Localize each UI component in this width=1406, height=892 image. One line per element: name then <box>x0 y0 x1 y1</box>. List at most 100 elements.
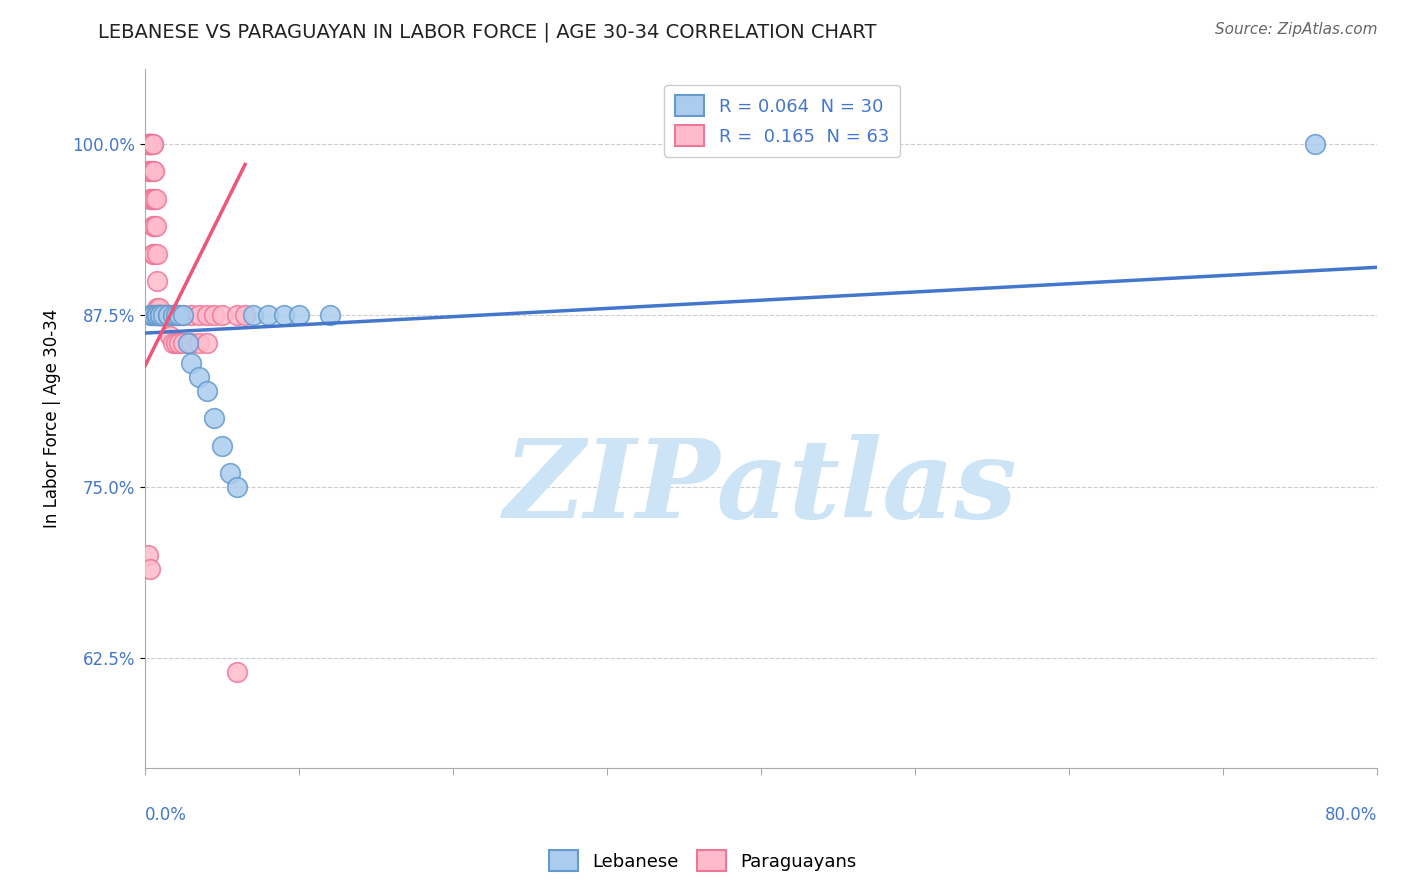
Point <box>172 308 194 322</box>
Point <box>145 219 167 234</box>
Point <box>146 308 169 322</box>
Point <box>142 308 165 322</box>
Point <box>142 136 165 151</box>
Point <box>136 136 159 151</box>
Point <box>152 308 174 322</box>
Point <box>1305 136 1327 151</box>
Point <box>177 335 200 350</box>
Point <box>142 136 165 151</box>
Point <box>138 136 160 151</box>
Point <box>180 356 202 370</box>
Legend: R = 0.064  N = 30, R =  0.165  N = 63: R = 0.064 N = 30, R = 0.165 N = 63 <box>665 85 900 157</box>
Point <box>149 308 172 322</box>
Point <box>139 164 162 178</box>
Text: 80.0%: 80.0% <box>1324 806 1376 824</box>
Legend: Lebanese, Paraguayans: Lebanese, Paraguayans <box>543 843 863 879</box>
Point <box>136 136 159 151</box>
Point <box>138 136 160 151</box>
Point <box>180 308 202 322</box>
Point <box>149 308 172 322</box>
Point <box>149 308 172 322</box>
Point <box>146 301 169 316</box>
Point <box>233 308 256 322</box>
Y-axis label: In Labor Force | Age 30-34: In Labor Force | Age 30-34 <box>44 309 60 528</box>
Point <box>139 192 162 206</box>
Point <box>139 136 162 151</box>
Point <box>257 308 280 322</box>
Point <box>143 192 166 206</box>
Point <box>143 246 166 260</box>
Point <box>138 164 160 178</box>
Point <box>319 308 342 322</box>
Point <box>202 411 225 425</box>
Point <box>157 308 180 322</box>
Point <box>136 164 159 178</box>
Point <box>157 308 180 322</box>
Point <box>211 308 233 322</box>
Point <box>157 308 180 322</box>
Point <box>187 308 209 322</box>
Point <box>288 308 311 322</box>
Point <box>139 136 162 151</box>
Point <box>142 246 165 260</box>
Point <box>226 308 249 322</box>
Point <box>157 308 180 322</box>
Point <box>187 335 209 350</box>
Point <box>159 308 181 322</box>
Point <box>146 246 169 260</box>
Point <box>162 308 184 322</box>
Point <box>226 665 249 679</box>
Point <box>136 136 159 151</box>
Point <box>172 308 194 322</box>
Point <box>167 308 190 322</box>
Point <box>187 370 209 384</box>
Point <box>202 308 225 322</box>
Point <box>138 192 160 206</box>
Text: ZIPatlas: ZIPatlas <box>503 434 1018 541</box>
Text: Source: ZipAtlas.com: Source: ZipAtlas.com <box>1215 22 1378 37</box>
Point <box>152 308 174 322</box>
Point <box>143 164 166 178</box>
Point <box>149 308 172 322</box>
Point <box>159 329 181 343</box>
Point <box>145 192 167 206</box>
Point <box>142 308 165 322</box>
Point <box>142 164 165 178</box>
Point <box>138 308 160 322</box>
Text: LEBANESE VS PARAGUAYAN IN LABOR FORCE | AGE 30-34 CORRELATION CHART: LEBANESE VS PARAGUAYAN IN LABOR FORCE | … <box>98 22 877 42</box>
Point <box>273 308 295 322</box>
Point <box>226 480 249 494</box>
Point <box>136 136 159 151</box>
Point <box>142 192 165 206</box>
Point <box>149 308 172 322</box>
Point <box>195 335 218 350</box>
Point <box>211 438 233 452</box>
Point <box>162 335 184 350</box>
Point <box>148 301 170 316</box>
Point <box>136 548 159 562</box>
Point <box>172 335 194 350</box>
Point <box>138 562 160 576</box>
Point <box>195 384 218 398</box>
Point <box>165 308 187 322</box>
Point <box>167 335 190 350</box>
Point <box>146 274 169 288</box>
Point <box>180 335 202 350</box>
Point <box>153 308 176 322</box>
Point <box>165 335 187 350</box>
Point <box>142 219 165 234</box>
Point <box>143 219 166 234</box>
Point <box>165 308 187 322</box>
Point <box>162 308 184 322</box>
Text: 0.0%: 0.0% <box>145 806 187 824</box>
Point <box>242 308 264 322</box>
Point <box>138 136 160 151</box>
Point <box>152 308 174 322</box>
Point <box>149 308 172 322</box>
Point <box>195 308 218 322</box>
Point <box>153 308 176 322</box>
Point <box>218 466 240 480</box>
Point <box>145 308 167 322</box>
Point <box>146 308 169 322</box>
Point <box>167 308 190 322</box>
